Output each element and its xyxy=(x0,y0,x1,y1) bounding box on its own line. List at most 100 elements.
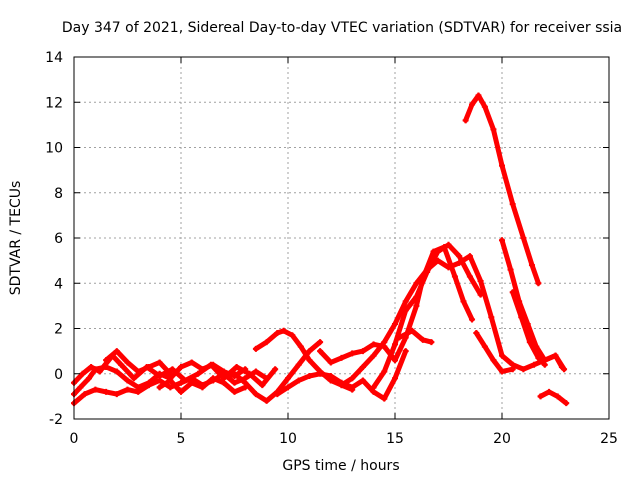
data-point xyxy=(167,377,174,384)
data-point xyxy=(509,289,516,296)
data-point xyxy=(359,348,366,355)
series-sat-p xyxy=(537,388,570,407)
data-point xyxy=(469,316,476,323)
data-point xyxy=(327,373,334,380)
data-point xyxy=(317,370,324,377)
data-point xyxy=(274,391,281,398)
data-point xyxy=(526,339,533,346)
y-tick-label: 6 xyxy=(54,231,63,247)
series-sat-o xyxy=(509,289,548,368)
data-point xyxy=(481,103,488,110)
data-point xyxy=(413,302,420,309)
data-point xyxy=(456,253,463,260)
data-point xyxy=(473,330,480,337)
data-point xyxy=(359,363,366,370)
data-point xyxy=(520,235,527,241)
data-point xyxy=(428,339,435,346)
data-point xyxy=(135,368,142,375)
y-tick-label: 10 xyxy=(45,141,63,157)
data-point xyxy=(370,384,377,391)
data-point xyxy=(124,386,131,393)
data-point xyxy=(535,354,542,361)
data-point xyxy=(481,343,488,350)
data-point xyxy=(499,237,505,244)
data-point xyxy=(195,370,202,377)
data-point xyxy=(338,354,345,361)
data-point xyxy=(246,370,253,377)
data-point xyxy=(274,330,281,337)
data-point xyxy=(349,384,356,391)
data-point xyxy=(188,379,195,386)
y-tick-labels: -2 0 2 4 6 8 10 12 14 xyxy=(45,50,63,428)
data-point xyxy=(113,391,120,398)
axis-ticks xyxy=(73,56,610,420)
y-tick-label: 8 xyxy=(54,186,63,202)
data-point xyxy=(546,388,553,395)
data-point xyxy=(531,361,538,368)
data-point xyxy=(359,377,366,384)
x-tick-label: 5 xyxy=(177,431,186,447)
data-point xyxy=(220,379,227,386)
data-point xyxy=(561,366,568,373)
series-sat-m xyxy=(473,330,516,375)
data-point xyxy=(77,384,84,391)
data-point xyxy=(466,253,473,260)
x-tick-label: 25 xyxy=(600,431,618,447)
data-point xyxy=(130,375,137,382)
y-tick-label: 12 xyxy=(45,95,63,111)
data-point xyxy=(231,388,238,395)
data-point xyxy=(156,359,163,366)
x-tick-label: 15 xyxy=(386,431,404,447)
data-point xyxy=(167,384,174,391)
data-point xyxy=(199,384,206,391)
data-point xyxy=(113,348,120,355)
series-sat-k xyxy=(396,327,435,346)
data-point xyxy=(381,395,388,402)
data-point xyxy=(537,393,544,400)
data-point xyxy=(469,101,476,108)
data-point xyxy=(252,391,259,398)
data-point xyxy=(295,361,302,368)
data-point xyxy=(263,397,270,404)
data-point xyxy=(103,388,110,395)
data-point xyxy=(413,280,420,287)
data-point xyxy=(210,375,217,382)
y-tick-label: 14 xyxy=(45,50,63,66)
data-point xyxy=(306,373,313,380)
series-sat-l xyxy=(462,92,542,287)
data-point xyxy=(156,373,163,380)
data-point xyxy=(370,341,377,348)
data-point xyxy=(88,363,95,370)
data-point xyxy=(263,339,270,346)
series-sat-q xyxy=(103,348,174,377)
data-point xyxy=(392,357,398,364)
y-axis-label: SDTVAR / TECUs xyxy=(8,181,24,296)
y-tick-label: -2 xyxy=(49,412,63,428)
data-series-layer xyxy=(71,92,570,407)
data-point xyxy=(167,370,174,377)
series-line xyxy=(396,328,434,345)
data-point xyxy=(295,377,302,384)
series-sat-r xyxy=(156,375,249,395)
data-point xyxy=(259,382,266,389)
data-point xyxy=(207,361,214,368)
chart-title: Day 347 of 2021, Sidereal Day-to-day VTE… xyxy=(62,20,622,36)
data-point xyxy=(252,345,259,352)
data-point xyxy=(317,339,324,346)
data-point xyxy=(460,298,467,305)
data-point xyxy=(338,382,345,389)
data-point xyxy=(409,327,416,334)
data-point xyxy=(462,117,469,124)
data-point xyxy=(178,379,184,386)
data-point xyxy=(490,126,497,133)
data-point xyxy=(445,241,452,248)
data-point xyxy=(520,366,527,373)
data-point xyxy=(242,384,249,391)
data-point xyxy=(402,298,409,305)
data-point xyxy=(402,348,409,355)
data-point xyxy=(124,359,131,366)
data-point xyxy=(535,280,542,287)
data-point xyxy=(477,291,484,298)
data-point xyxy=(124,377,131,384)
